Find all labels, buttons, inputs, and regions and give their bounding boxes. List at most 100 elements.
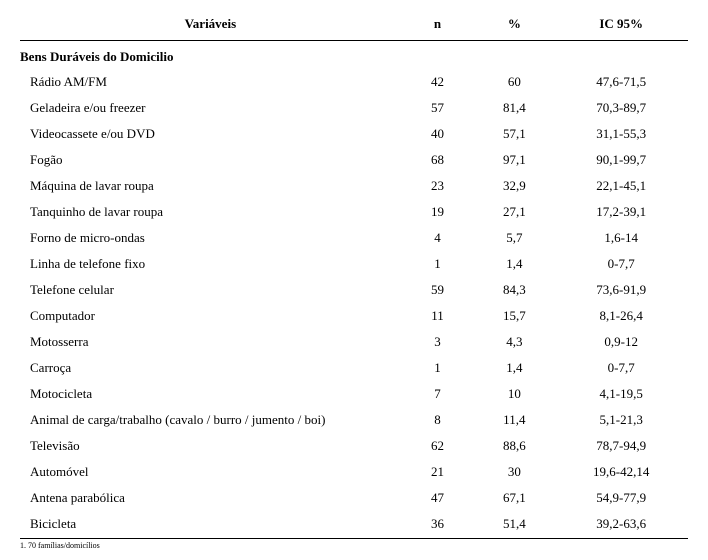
row-pct: 60 [474,69,554,95]
row-label: Automóvel [20,459,401,485]
table-row: Automóvel213019,6-42,14 [20,459,688,485]
row-label: Linha de telefone fixo [20,251,401,277]
row-pct: 4,3 [474,329,554,355]
table-row: Motocicleta7104,1-19,5 [20,381,688,407]
row-n: 8 [401,407,474,433]
row-pct: 1,4 [474,355,554,381]
row-n: 36 [401,511,474,539]
row-pct: 32,9 [474,173,554,199]
row-label: Fogão [20,147,401,173]
row-n: 11 [401,303,474,329]
row-pct: 11,4 [474,407,554,433]
row-label: Geladeira e/ou freezer [20,95,401,121]
table-row: Máquina de lavar roupa2332,922,1-45,1 [20,173,688,199]
row-n: 59 [401,277,474,303]
table-row: Televisão6288,678,7-94,9 [20,433,688,459]
row-pct: 10 [474,381,554,407]
row-pct: 97,1 [474,147,554,173]
row-ic: 0,9-12 [554,329,688,355]
header-variable: Variáveis [20,10,401,41]
header-pct: % [474,10,554,41]
row-n: 7 [401,381,474,407]
row-ic: 70,3-89,7 [554,95,688,121]
row-ic: 22,1-45,1 [554,173,688,199]
row-n: 68 [401,147,474,173]
row-label: Carroça [20,355,401,381]
row-label: Antena parabólica [20,485,401,511]
row-ic: 5,1-21,3 [554,407,688,433]
row-label: Rádio AM/FM [20,69,401,95]
table-row: Geladeira e/ou freezer5781,470,3-89,7 [20,95,688,121]
row-label: Videocassete e/ou DVD [20,121,401,147]
table-row: Bicicleta3651,439,2-63,6 [20,511,688,539]
row-n: 19 [401,199,474,225]
row-pct: 51,4 [474,511,554,539]
row-label: Animal de carga/trabalho (cavalo / burro… [20,407,401,433]
row-ic: 1,6-14 [554,225,688,251]
row-n: 42 [401,69,474,95]
table-row: Videocassete e/ou DVD4057,131,1-55,3 [20,121,688,147]
row-n: 1 [401,355,474,381]
header-ic: IC 95% [554,10,688,41]
row-ic: 73,6-91,9 [554,277,688,303]
row-pct: 81,4 [474,95,554,121]
row-label: Tanquinho de lavar roupa [20,199,401,225]
row-pct: 57,1 [474,121,554,147]
row-pct: 15,7 [474,303,554,329]
section-title: Bens Duráveis do Domicilio [20,41,688,70]
table-row: Animal de carga/trabalho (cavalo / burro… [20,407,688,433]
table-row: Tanquinho de lavar roupa1927,117,2-39,1 [20,199,688,225]
row-ic: 90,1-99,7 [554,147,688,173]
row-ic: 4,1-19,5 [554,381,688,407]
row-ic: 54,9-77,9 [554,485,688,511]
row-ic: 17,2-39,1 [554,199,688,225]
header-row: Variáveis n % IC 95% [20,10,688,41]
row-pct: 84,3 [474,277,554,303]
row-ic: 39,2-63,6 [554,511,688,539]
row-n: 4 [401,225,474,251]
table-row: Rádio AM/FM426047,6-71,5 [20,69,688,95]
table-body: Bens Duráveis do Domicilio Rádio AM/FM42… [20,41,688,539]
row-pct: 88,6 [474,433,554,459]
table-row: Linha de telefone fixo11,40-7,7 [20,251,688,277]
row-n: 47 [401,485,474,511]
row-label: Bicicleta [20,511,401,539]
table-row: Fogão6897,190,1-99,7 [20,147,688,173]
row-label: Motocicleta [20,381,401,407]
row-ic: 0-7,7 [554,355,688,381]
row-label: Motosserra [20,329,401,355]
row-ic: 8,1-26,4 [554,303,688,329]
data-table: Variáveis n % IC 95% Bens Duráveis do Do… [20,10,688,539]
row-label: Computador [20,303,401,329]
row-ic: 0-7,7 [554,251,688,277]
row-label: Máquina de lavar roupa [20,173,401,199]
footnote: 1. 70 famílias/domicílios [20,541,688,550]
row-n: 62 [401,433,474,459]
table-row: Carroça11,40-7,7 [20,355,688,381]
table-row: Antena parabólica4767,154,9-77,9 [20,485,688,511]
row-pct: 1,4 [474,251,554,277]
table-row: Computador1115,78,1-26,4 [20,303,688,329]
row-pct: 5,7 [474,225,554,251]
row-ic: 19,6-42,14 [554,459,688,485]
section-header-row: Bens Duráveis do Domicilio [20,41,688,70]
row-ic: 31,1-55,3 [554,121,688,147]
row-n: 57 [401,95,474,121]
header-n: n [401,10,474,41]
row-n: 1 [401,251,474,277]
row-n: 21 [401,459,474,485]
row-n: 3 [401,329,474,355]
table-row: Motosserra34,30,9-12 [20,329,688,355]
table-row: Telefone celular5984,373,6-91,9 [20,277,688,303]
table-row: Forno de micro-ondas45,71,6-14 [20,225,688,251]
row-n: 23 [401,173,474,199]
row-pct: 67,1 [474,485,554,511]
row-label: Forno de micro-ondas [20,225,401,251]
row-pct: 27,1 [474,199,554,225]
row-pct: 30 [474,459,554,485]
row-label: Televisão [20,433,401,459]
row-n: 40 [401,121,474,147]
row-label: Telefone celular [20,277,401,303]
row-ic: 78,7-94,9 [554,433,688,459]
row-ic: 47,6-71,5 [554,69,688,95]
